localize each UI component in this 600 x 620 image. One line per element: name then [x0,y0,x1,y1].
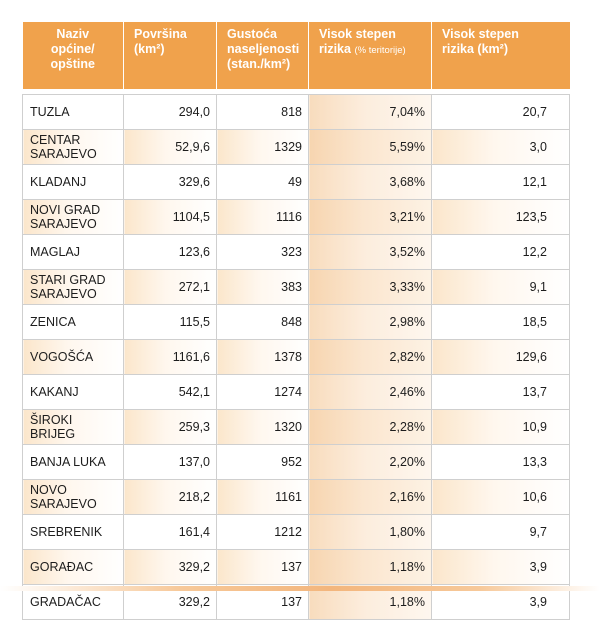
area-cell: 52,9,6 [123,129,217,165]
municipality-cell: ŠIROKI BRIJEG [22,409,124,445]
table-row: STARI GRAD SARAJEVO 272,1 383 3,33% 9,1 [22,269,570,305]
area-cell: 218,2 [123,479,217,515]
risk-percent-cell: 2,98% [308,304,432,340]
density-cell: 137 [216,549,309,585]
risk-km2-cell: 10,6 [431,479,570,515]
risk-km2-cell: 18,5 [431,304,570,340]
area-cell: 272,1 [123,269,217,305]
table-row: KAKANJ 542,1 1274 2,46% 13,7 [22,374,570,410]
risk-km2-cell: 20,7 [431,94,570,130]
municipality-cell: BANJA LUKA [22,444,124,480]
risk-percent-cell: 7,04% [308,94,432,130]
density-cell: 848 [216,304,309,340]
area-cell: 123,6 [123,234,217,270]
table-row: KLADANJ 329,6 49 3,68% 12,1 [22,164,570,200]
municipality-cell: GORAĐAC [22,549,124,585]
density-cell: 1320 [216,409,309,445]
municipality-cell: KLADANJ [22,164,124,200]
area-cell: 542,1 [123,374,217,410]
header-municipality: Naziv općine/ opštine [22,22,124,89]
risk-percent-cell: 3,68% [308,164,432,200]
area-cell: 137,0 [123,444,217,480]
municipality-cell: TUZLA [22,94,124,130]
decorative-bottom-line [0,586,600,591]
municipality-cell: ZENICA [22,304,124,340]
risk-km2-cell: 12,1 [431,164,570,200]
area-cell: 259,3 [123,409,217,445]
table-row: VOGOŠĆA 1161,6 1378 2,82% 129,6 [22,339,570,375]
header-area: Površina (km²) [123,22,217,89]
municipality-cell: NOVO SARAJEVO [22,479,124,515]
table-body: TUZLA 294,0 818 7,04% 20,7 CENTAR SARAJEVO 52,… [22,94,570,620]
density-cell: 952 [216,444,309,480]
density-cell: 818 [216,94,309,130]
table-row: NOVO SARAJEVO 218,2 1161 2,16% 10,6 [22,479,570,515]
density-cell: 49 [216,164,309,200]
risk-km2-cell: 13,3 [431,444,570,480]
risk-percent-cell: 1,80% [308,514,432,550]
risk-percent-cell: 3,21% [308,199,432,235]
municipality-cell: SREBRENIK [22,514,124,550]
area-cell: 1104,5 [123,199,217,235]
risk-km2-cell: 13,7 [431,374,570,410]
municipality-cell: KAKANJ [22,374,124,410]
table-header: Naziv općine/ opštine Površina (km²) Gus… [22,22,570,95]
risk-percent-cell: 2,16% [308,479,432,515]
area-cell: 329,2 [123,549,217,585]
density-cell: 323 [216,234,309,270]
risk-km2-cell: 129,6 [431,339,570,375]
risk-percent-cell: 2,28% [308,409,432,445]
density-cell: 1329 [216,129,309,165]
header-risk-km2: Visok stepen rizika (km²) [431,22,570,89]
table-row: BANJA LUKA 137,0 952 2,20% 13,3 [22,444,570,480]
table-row: ŠIROKI BRIJEG 259,3 1320 2,28% 10,9 [22,409,570,445]
municipality-cell: NOVI GRAD SARAJEVO [22,199,124,235]
density-cell: 1274 [216,374,309,410]
municipality-cell: VOGOŠĆA [22,339,124,375]
table-row: CENTAR SARAJEVO 52,9,6 1329 5,59% 3,0 [22,129,570,165]
risk-percent-cell: 2,20% [308,444,432,480]
area-cell: 329,6 [123,164,217,200]
municipality-cell: CENTAR SARAJEVO [22,129,124,165]
header-density: Gustoća naseljenosti (stan./km²) [216,22,309,89]
risk-km2-cell: 3,9 [431,549,570,585]
table-row: MAGLAJ 123,6 323 3,52% 12,2 [22,234,570,270]
risk-km2-cell: 9,1 [431,269,570,305]
density-cell: 1116 [216,199,309,235]
density-cell: 383 [216,269,309,305]
table-row: TUZLA 294,0 818 7,04% 20,7 [22,94,570,130]
risk-percent-cell: 1,18% [308,549,432,585]
density-cell: 1378 [216,339,309,375]
risk-km2-cell: 12,2 [431,234,570,270]
density-cell: 1212 [216,514,309,550]
area-cell: 115,5 [123,304,217,340]
risk-table-container: Naziv općine/ opštine Površina (km²) Gus… [22,22,570,620]
area-cell: 1161,6 [123,339,217,375]
risk-percent-cell: 2,82% [308,339,432,375]
municipality-cell: MAGLAJ [22,234,124,270]
risk-percent-cell: 2,46% [308,374,432,410]
risk-km2-cell: 10,9 [431,409,570,445]
risk-table: Naziv općine/ opštine Površina (km²) Gus… [22,22,570,620]
table-row: NOVI GRAD SARAJEVO 1104,5 1116 3,21% 123,5 [22,199,570,235]
area-cell: 161,4 [123,514,217,550]
density-cell: 1161 [216,479,309,515]
risk-km2-cell: 9,7 [431,514,570,550]
area-cell: 294,0 [123,94,217,130]
risk-percent-cell: 3,52% [308,234,432,270]
header-risk-percent: Visok stepen rizika (% teritorije) [308,22,432,89]
risk-percent-cell: 5,59% [308,129,432,165]
table-row: ZENICA 115,5 848 2,98% 18,5 [22,304,570,340]
municipality-cell: STARI GRAD SARAJEVO [22,269,124,305]
risk-km2-cell: 123,5 [431,199,570,235]
risk-percent-cell: 3,33% [308,269,432,305]
table-row: SREBRENIK 161,4 1212 1,80% 9,7 [22,514,570,550]
table-row: GORAĐAC 329,2 137 1,18% 3,9 [22,549,570,585]
risk-km2-cell: 3,0 [431,129,570,165]
